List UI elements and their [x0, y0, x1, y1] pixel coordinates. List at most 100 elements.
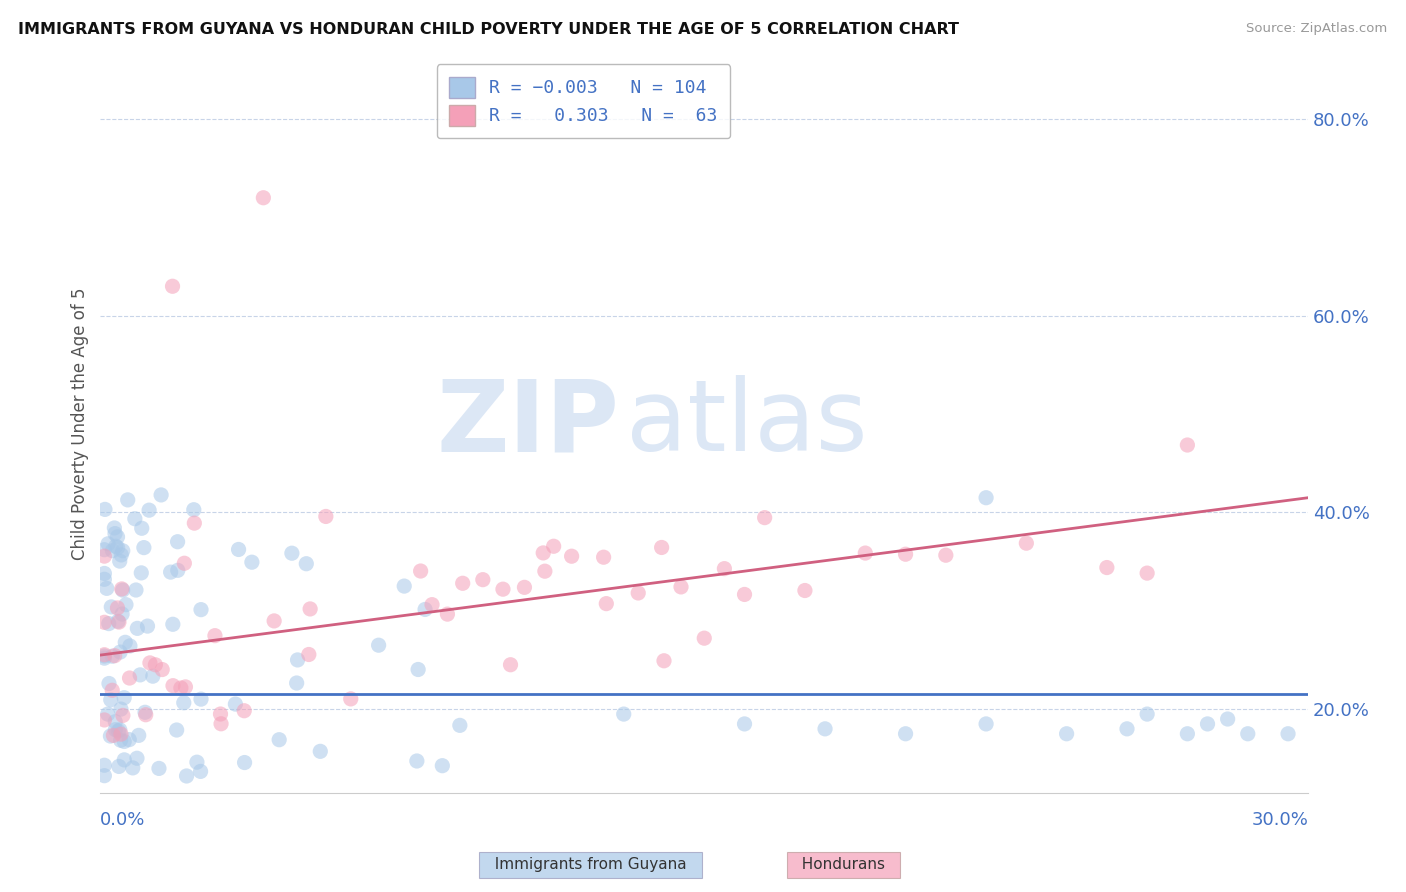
Point	[173, 696, 195, 710]
Point	[269, 732, 291, 747]
Point	[94, 502, 117, 516]
Point	[543, 539, 565, 553]
Point	[534, 564, 557, 578]
Point	[186, 755, 208, 769]
Point	[299, 602, 322, 616]
Point	[409, 564, 432, 578]
Point	[125, 751, 148, 765]
Point	[166, 723, 188, 737]
Point	[974, 491, 997, 505]
Point	[627, 586, 650, 600]
Point	[118, 732, 141, 747]
Point	[135, 707, 157, 722]
Point	[652, 654, 675, 668]
Point	[118, 671, 141, 685]
Point	[132, 541, 155, 555]
Point	[107, 601, 129, 615]
Point	[142, 669, 165, 683]
Point	[93, 758, 115, 772]
Point	[1236, 727, 1258, 741]
Point	[125, 582, 148, 597]
Point	[110, 733, 132, 747]
Point	[190, 602, 212, 616]
Point	[1056, 727, 1078, 741]
Point	[190, 692, 212, 706]
Point	[1015, 536, 1038, 550]
Point	[190, 764, 212, 779]
Point	[148, 761, 170, 775]
Point	[592, 550, 614, 565]
Point	[93, 542, 115, 557]
Point	[1177, 438, 1199, 452]
Point	[298, 648, 321, 662]
Point	[754, 510, 776, 524]
Point	[131, 521, 153, 535]
Point	[894, 727, 917, 741]
Point	[413, 602, 436, 616]
Point	[499, 657, 522, 672]
Point	[170, 681, 193, 695]
Point	[240, 555, 263, 569]
Point	[531, 546, 554, 560]
Point	[104, 526, 127, 541]
Point	[103, 521, 125, 535]
Point	[287, 653, 309, 667]
Point	[104, 723, 127, 737]
Point	[104, 648, 127, 663]
Point	[734, 587, 756, 601]
Point	[96, 582, 118, 596]
Point	[129, 566, 152, 580]
Point	[93, 769, 115, 783]
Point	[101, 683, 124, 698]
Text: Source: ZipAtlas.com: Source: ZipAtlas.com	[1247, 22, 1388, 36]
Point	[162, 279, 184, 293]
Point	[112, 690, 135, 705]
Point	[713, 561, 735, 575]
Point	[100, 693, 122, 707]
Point	[150, 488, 173, 502]
Point	[252, 191, 274, 205]
Point	[101, 543, 124, 558]
Point	[309, 744, 332, 758]
Point	[108, 645, 131, 659]
Point	[104, 714, 127, 729]
Point	[1177, 727, 1199, 741]
Point	[93, 713, 115, 727]
Point	[93, 648, 115, 662]
Point	[117, 492, 139, 507]
Point	[93, 648, 115, 663]
Point	[124, 512, 146, 526]
Point	[183, 502, 205, 516]
Point	[115, 598, 138, 612]
Point	[281, 546, 304, 560]
Point	[162, 679, 184, 693]
Point	[209, 706, 232, 721]
Point	[176, 769, 198, 783]
Point	[174, 680, 197, 694]
Point	[315, 509, 337, 524]
Point	[93, 566, 115, 581]
Point	[111, 543, 134, 558]
Point	[935, 548, 957, 562]
Point	[894, 547, 917, 561]
Point	[1197, 717, 1219, 731]
Point	[114, 635, 136, 649]
Point	[134, 706, 156, 720]
Point	[107, 530, 129, 544]
Point	[432, 758, 454, 772]
Point	[793, 583, 815, 598]
Point	[209, 716, 232, 731]
Point	[97, 537, 120, 551]
Point	[128, 728, 150, 742]
Point	[1136, 566, 1159, 581]
Point	[111, 708, 134, 723]
Point	[121, 761, 143, 775]
Text: atlas: atlas	[626, 376, 868, 473]
Text: 30.0%: 30.0%	[1251, 811, 1308, 830]
Point	[436, 607, 458, 621]
Point	[162, 617, 184, 632]
Text: ZIP: ZIP	[437, 376, 620, 473]
Point	[108, 554, 131, 568]
Point	[104, 539, 127, 553]
Point	[107, 614, 129, 628]
